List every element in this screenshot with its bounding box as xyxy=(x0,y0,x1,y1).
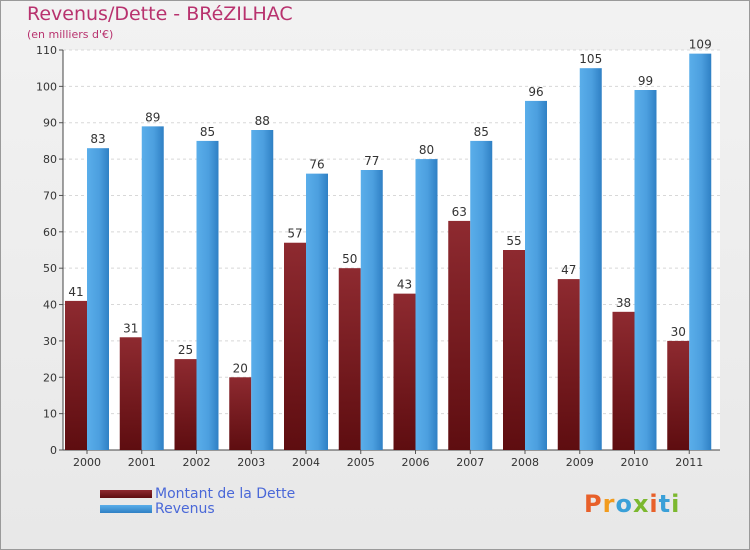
bar-dette xyxy=(229,377,252,450)
data-label-dette: 25 xyxy=(178,343,193,357)
logo-letter: P xyxy=(584,490,603,518)
data-label-revenus: 88 xyxy=(255,114,270,128)
plot-area xyxy=(63,50,720,450)
logo-letter: i xyxy=(649,490,659,518)
bar-revenus xyxy=(360,170,383,450)
x-tick-label: 2011 xyxy=(675,456,703,469)
legend-swatch-revenus xyxy=(100,504,152,513)
y-tick-label: 20 xyxy=(43,371,57,384)
y-tick-label: 0 xyxy=(50,444,57,457)
data-label-dette: 50 xyxy=(342,252,357,266)
bar-revenus xyxy=(634,90,657,450)
data-label-revenus: 80 xyxy=(419,143,434,157)
data-label-dette: 30 xyxy=(671,325,686,339)
bar-revenus xyxy=(415,159,438,450)
y-tick-label: 100 xyxy=(36,80,57,93)
data-label-revenus: 89 xyxy=(145,110,160,124)
legend-label-dette: Montant de la Dette xyxy=(155,485,296,502)
y-tick-label: 50 xyxy=(43,262,57,275)
bar-revenus xyxy=(306,173,328,451)
bar-dette xyxy=(65,300,87,450)
bar-dette xyxy=(393,293,416,450)
x-tick-label: 2005 xyxy=(347,456,375,469)
data-label-dette: 63 xyxy=(452,205,467,219)
data-label-dette: 20 xyxy=(233,361,248,375)
logo-letter: r xyxy=(602,490,616,518)
bar-revenus xyxy=(470,140,493,450)
x-tick-label: 2004 xyxy=(292,456,320,469)
y-tick-label: 60 xyxy=(43,226,57,239)
bar-dette xyxy=(667,340,690,450)
x-tick-label: 2006 xyxy=(402,456,430,469)
data-label-revenus: 99 xyxy=(638,74,653,88)
data-label-revenus: 76 xyxy=(309,158,324,172)
y-tick-label: 10 xyxy=(43,408,57,421)
bar-revenus xyxy=(141,126,164,450)
y-tick-label: 30 xyxy=(43,335,57,348)
logo-letter: i xyxy=(671,490,681,518)
data-label-revenus: 96 xyxy=(528,85,543,99)
chart-subtitle: (en milliers d'€) xyxy=(27,28,114,41)
legend-item-dette: Montant de la Dette xyxy=(100,485,296,502)
data-label-revenus: 85 xyxy=(200,125,215,139)
bar-dette xyxy=(284,242,306,450)
data-label-revenus: 105 xyxy=(579,52,602,66)
data-label-revenus: 109 xyxy=(689,38,712,52)
x-tick-label: 2003 xyxy=(237,456,265,469)
bar-dette xyxy=(338,268,361,450)
x-tick-label: 2008 xyxy=(511,456,539,469)
data-label-revenus: 83 xyxy=(90,132,105,146)
data-label-revenus: 77 xyxy=(364,154,379,168)
data-label-dette: 55 xyxy=(506,234,521,248)
data-label-revenus: 85 xyxy=(474,125,489,139)
bar-revenus xyxy=(689,53,712,451)
y-tick-label: 70 xyxy=(43,189,57,202)
bar-revenus xyxy=(579,68,602,450)
x-tick-label: 2000 xyxy=(73,456,101,469)
x-tick-label: 2007 xyxy=(456,456,484,469)
logo-letter: x xyxy=(632,490,650,518)
y-tick-label: 40 xyxy=(43,299,57,312)
legend-label-revenus: Revenus xyxy=(155,500,215,517)
bar-revenus xyxy=(525,100,547,450)
y-tick-label: 110 xyxy=(36,44,57,57)
x-tick-label: 2009 xyxy=(566,456,594,469)
x-tick-label: 2010 xyxy=(621,456,649,469)
bar-dette xyxy=(174,359,197,450)
bar-revenus xyxy=(196,140,219,450)
chart-title: Revenus/Dette - BRéZILHAC xyxy=(27,3,293,25)
bar-dette xyxy=(612,311,635,450)
x-tick-label: 2002 xyxy=(183,456,211,469)
data-label-dette: 57 xyxy=(287,227,302,241)
bar-dette xyxy=(448,220,471,450)
legend-item-revenus: Revenus xyxy=(100,500,295,517)
data-label-dette: 41 xyxy=(68,285,83,299)
x-tick-label: 2001 xyxy=(128,456,156,469)
data-label-dette: 31 xyxy=(123,321,138,335)
data-label-dette: 38 xyxy=(616,296,631,310)
data-label-dette: 43 xyxy=(397,278,412,292)
chart-legend: Montant de la Dette Revenus xyxy=(100,485,296,517)
bar-revenus xyxy=(87,148,109,450)
proxiti-logo: Proxiti xyxy=(584,490,680,518)
bar-dette xyxy=(119,337,142,450)
logo-letter: t xyxy=(658,490,672,518)
y-tick-label: 80 xyxy=(43,153,57,166)
data-label-dette: 47 xyxy=(561,263,576,277)
bar-dette xyxy=(557,279,580,450)
bar-dette xyxy=(503,250,525,450)
legend-swatch-dette xyxy=(100,489,152,498)
logo-letter: o xyxy=(615,490,633,518)
bar-revenus xyxy=(251,130,274,450)
y-tick-label: 90 xyxy=(43,117,57,130)
